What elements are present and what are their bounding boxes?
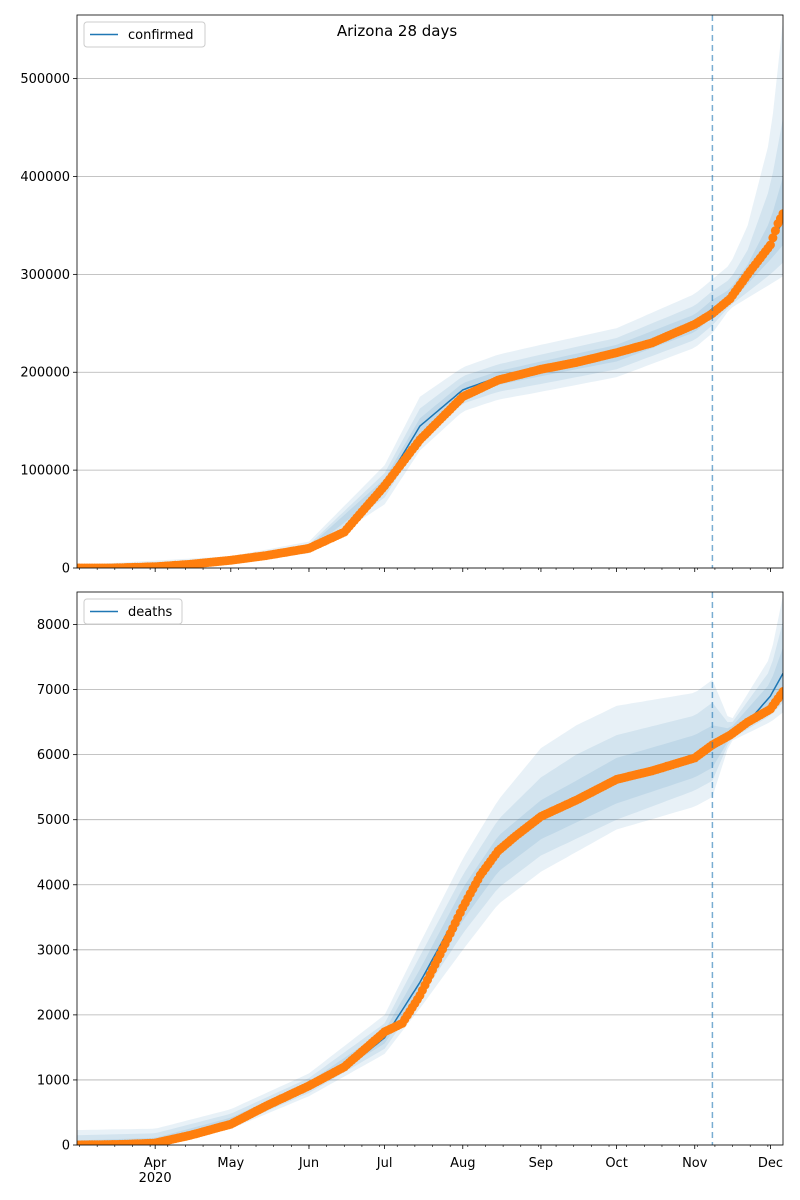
chart-title: Arizona 28 days — [337, 22, 458, 40]
confidence-band — [77, 621, 783, 1145]
observed-point — [778, 687, 783, 696]
x-tick-label: Oct — [605, 1156, 627, 1171]
legend: confirmed — [83, 21, 206, 48]
confidence-band — [77, 595, 783, 1145]
deaths-panel: 0 1000 2000 3000 4000 5000 6000 7000 8000 Apr2020… — [37, 591, 784, 1186]
observed-point — [770, 226, 780, 236]
observed-point — [765, 240, 775, 250]
y-tick-label: 7000 — [37, 683, 70, 698]
x-tick-sublabel: 2020 — [139, 1171, 172, 1186]
axes-frame — [76, 14, 784, 569]
confidence-band — [77, 647, 783, 1145]
y-tick-label: 200000 — [20, 366, 70, 381]
y-tick-label: 3000 — [37, 943, 70, 958]
axes-frame — [76, 591, 784, 1146]
x-tick-label: Aug — [450, 1156, 475, 1171]
x-tick-label: Jun — [298, 1156, 319, 1171]
x-tick-label: Apr — [144, 1156, 167, 1171]
confidence-band — [77, 117, 783, 568]
legend-label: confirmed — [128, 28, 194, 43]
confidence-band — [77, 19, 783, 568]
y-tick-label: 0 — [62, 1139, 70, 1154]
y-tick-label: 6000 — [37, 748, 70, 763]
y-tick-label: 4000 — [37, 878, 70, 893]
y-tick-label: 300000 — [20, 268, 70, 283]
observed-point — [778, 209, 783, 219]
y-tick-label: 1000 — [37, 1073, 70, 1088]
y-tick-label: 8000 — [37, 618, 70, 633]
y-tick-label: 400000 — [20, 170, 70, 185]
x-tick-label: May — [217, 1156, 244, 1171]
x-tick-label: Jul — [376, 1156, 393, 1171]
legend-label: deaths — [128, 605, 173, 620]
x-tick-label: Nov — [682, 1156, 708, 1171]
confirmed-panel: 0 100000 200000 300000 400000 500000 confirmed — [20, 14, 784, 577]
y-tick-label: 2000 — [37, 1008, 70, 1023]
legend: deaths — [83, 598, 183, 625]
y-tick-label: 0 — [62, 562, 70, 577]
y-tick-label: 100000 — [20, 464, 70, 479]
y-tick-label: 5000 — [37, 813, 70, 828]
observed-point — [768, 233, 778, 243]
y-tick-label: 500000 — [20, 72, 70, 87]
x-tick-label: Dec — [758, 1156, 783, 1171]
x-tick-label: Sep — [529, 1156, 554, 1171]
